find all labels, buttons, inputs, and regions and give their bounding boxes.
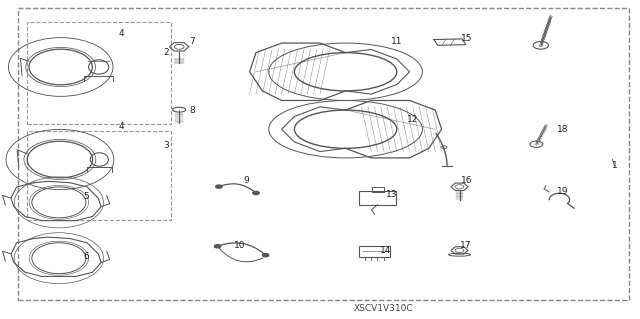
Text: 12: 12 bbox=[407, 115, 419, 124]
Text: 15: 15 bbox=[461, 34, 473, 43]
Text: 6: 6 bbox=[84, 252, 89, 261]
Text: 10: 10 bbox=[234, 241, 246, 250]
Text: 5: 5 bbox=[84, 192, 89, 201]
Circle shape bbox=[253, 191, 259, 195]
Text: 13: 13 bbox=[386, 190, 397, 199]
Text: 16: 16 bbox=[461, 176, 473, 185]
Text: 11: 11 bbox=[391, 37, 403, 46]
Text: 8: 8 bbox=[189, 106, 195, 115]
Text: 3: 3 bbox=[164, 141, 169, 150]
Text: 19: 19 bbox=[557, 187, 569, 196]
Circle shape bbox=[214, 245, 221, 248]
Text: 4: 4 bbox=[119, 122, 124, 130]
Text: 18: 18 bbox=[557, 125, 569, 134]
Circle shape bbox=[262, 254, 269, 257]
Bar bbox=[27, 22, 171, 124]
Text: 2: 2 bbox=[164, 48, 169, 57]
Circle shape bbox=[216, 185, 222, 188]
Bar bbox=[27, 131, 171, 220]
Text: 17: 17 bbox=[460, 241, 472, 250]
Text: 14: 14 bbox=[380, 246, 391, 255]
Text: 9: 9 bbox=[244, 176, 249, 185]
Text: 4: 4 bbox=[119, 29, 124, 38]
Text: 7: 7 bbox=[189, 37, 195, 46]
Text: XSCV1V310C: XSCV1V310C bbox=[354, 304, 414, 313]
Text: 1: 1 bbox=[612, 161, 617, 170]
